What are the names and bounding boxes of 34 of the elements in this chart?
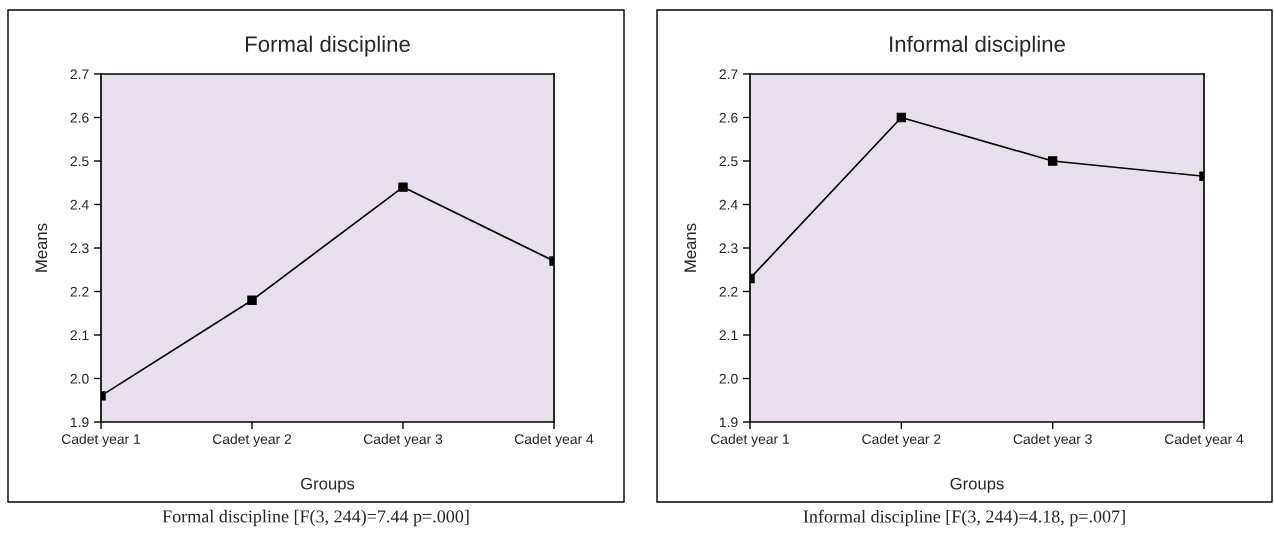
y-tick-label: 2.5	[719, 156, 738, 167]
y-tick-label: 2.2	[70, 286, 89, 297]
y-tick-label: 2.3	[70, 243, 89, 254]
y-tick-label: 2.2	[719, 286, 738, 297]
y-tick-label: 2.7	[70, 69, 89, 80]
y-axis-title: Means	[684, 223, 697, 272]
x-tick-label: Cadet year 4	[1164, 433, 1244, 447]
x-axis-title: Groups	[301, 477, 355, 493]
y-tick-label: 2.0	[719, 373, 738, 384]
y-axis-title: Means	[35, 223, 48, 272]
chart-title: Informal discipline	[890, 35, 1065, 57]
x-axis-title: Groups	[950, 477, 1004, 493]
y-tick-label: 2.4	[719, 199, 738, 210]
x-tick-label: Cadet year 1	[710, 433, 790, 447]
x-tick-label: Cadet year 2	[862, 433, 941, 447]
y-tick-label: 2.1	[70, 330, 89, 341]
y-tick-label: 2.1	[719, 330, 738, 341]
y-tick-label: 1.9	[719, 417, 738, 428]
x-tick-label: Cadet year 1	[61, 433, 141, 447]
x-tick-label: Cadet year 3	[363, 433, 443, 447]
y-tick-label: 1.9	[70, 417, 89, 428]
x-tick-label: Cadet year 2	[212, 433, 292, 447]
x-tick-label: Cadet year 3	[1013, 433, 1092, 447]
y-tick-label: 2.4	[70, 199, 89, 210]
y-tick-label: 2.5	[70, 156, 89, 167]
text: Formal discipline [F(3, 244)=7.44 p=.000]	[162, 509, 469, 527]
y-tick-label: 2.7	[719, 69, 738, 80]
y-tick-label: 2.3	[719, 243, 738, 254]
y-tick-label: 2.6	[719, 112, 738, 123]
y-tick-label: 2.0	[70, 373, 89, 384]
text: Informal discipline [F(3, 244)=4.18, p=.007]	[803, 509, 1125, 527]
chart-title: Formal discipline	[245, 35, 410, 57]
x-tick-label: Cadet year 4	[514, 433, 594, 447]
y-tick-label: 2.6	[70, 112, 89, 123]
